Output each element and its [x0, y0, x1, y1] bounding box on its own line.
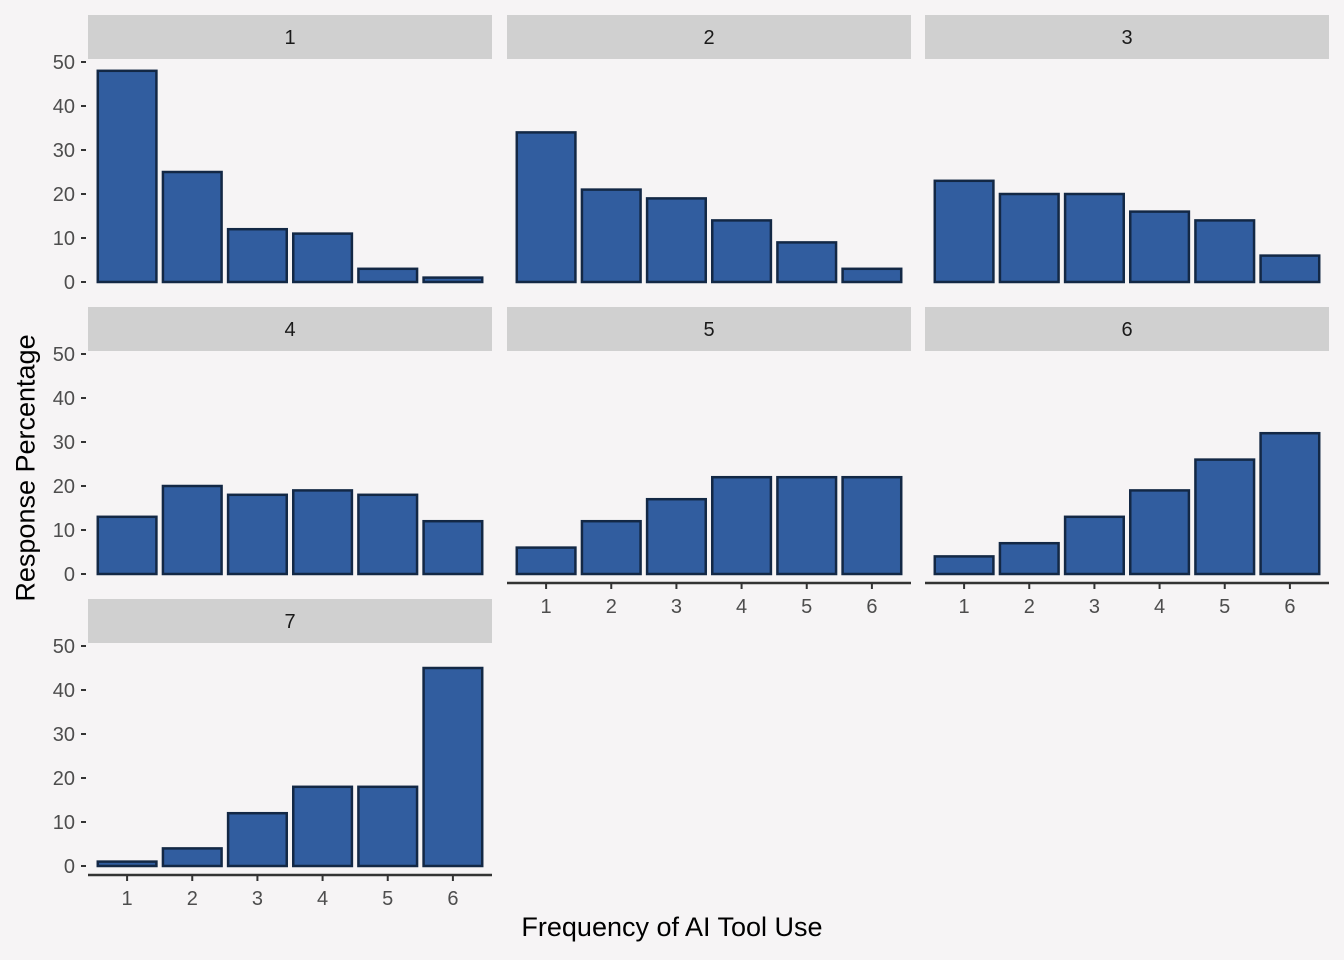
bar-facet1-cat2 — [161, 170, 223, 284]
x-axis-label: Frequency of AI Tool Use — [521, 912, 823, 942]
bar-facet2-cat3 — [645, 197, 707, 284]
facet-strip-7 — [88, 599, 492, 643]
x-tick-label: 3 — [671, 596, 682, 618]
facet-label-4: 4 — [284, 319, 295, 341]
bar-facet7-cat2 — [161, 847, 223, 868]
x-tick-label: 6 — [866, 596, 877, 618]
x-tick-label: 2 — [606, 596, 617, 618]
facet-strip-1 — [88, 15, 492, 59]
bar-facet7-cat4 — [292, 785, 354, 868]
x-tick-label: 4 — [1154, 596, 1165, 618]
bar-facet3-cat4 — [1129, 210, 1191, 284]
facet-label-3: 3 — [1121, 27, 1132, 49]
bar-facet1-cat3 — [226, 227, 288, 284]
y-tick-label: 0 — [64, 272, 75, 294]
bar-facet3-cat6 — [1259, 254, 1321, 284]
bar-facet5-cat1 — [515, 546, 577, 576]
x-tick-label: 5 — [382, 888, 393, 910]
bar-facet2-cat1 — [515, 131, 577, 284]
bar-facet5-cat3 — [645, 497, 707, 576]
facet-label-1: 1 — [284, 27, 295, 49]
y-tick-label: 20 — [53, 476, 75, 498]
x-tick-label: 5 — [801, 596, 812, 618]
bar-facet4-cat2 — [161, 484, 223, 576]
x-tick-label: 6 — [1284, 596, 1295, 618]
facet-strip-6 — [925, 307, 1329, 351]
y-tick-label: 40 — [53, 388, 75, 410]
bar-facet2-cat2 — [580, 188, 642, 284]
bar-facet4-cat3 — [226, 493, 288, 576]
facet-label-7: 7 — [284, 611, 295, 633]
y-tick-label: 40 — [53, 680, 75, 702]
bar-facet1-cat5 — [357, 267, 419, 284]
x-tick-label: 3 — [1089, 596, 1100, 618]
y-tick-label: 20 — [53, 768, 75, 790]
bar-facet5-cat4 — [711, 475, 773, 576]
x-tick-label: 3 — [252, 888, 263, 910]
bar-facet5-cat6 — [841, 475, 903, 576]
bar-facet6-cat5 — [1194, 458, 1256, 576]
bar-facet7-cat5 — [357, 785, 419, 868]
bar-facet6-cat1 — [933, 555, 995, 576]
bar-facet6-cat6 — [1259, 431, 1321, 576]
bar-facet2-cat5 — [776, 241, 838, 284]
y-tick-label: 0 — [64, 856, 75, 878]
bar-facet3-cat5 — [1194, 219, 1256, 284]
facet-strip-3 — [925, 15, 1329, 59]
bar-facet1-cat4 — [292, 232, 354, 284]
x-tick-label: 1 — [122, 888, 133, 910]
bar-facet2-cat6 — [841, 267, 903, 284]
facet-strip-4 — [88, 307, 492, 351]
y-tick-label: 20 — [53, 184, 75, 206]
facet-label-6: 6 — [1121, 319, 1132, 341]
bar-facet3-cat2 — [998, 192, 1060, 284]
bar-facet4-cat6 — [422, 519, 484, 576]
y-axis-label: Response Percentage — [10, 334, 41, 602]
x-tick-label: 4 — [736, 596, 747, 618]
y-tick-label: 10 — [53, 520, 75, 542]
bar-facet5-cat2 — [580, 519, 642, 576]
x-tick-label: 1 — [959, 596, 970, 618]
y-tick-label: 50 — [53, 344, 75, 366]
y-tick-label: 30 — [53, 432, 75, 454]
facet-strip-5 — [507, 307, 911, 351]
x-tick-label: 1 — [541, 596, 552, 618]
x-tick-label: 2 — [187, 888, 198, 910]
y-tick-label: 50 — [53, 636, 75, 658]
x-tick-label: 4 — [317, 888, 328, 910]
facet-label-2: 2 — [703, 27, 714, 49]
x-tick-label: 2 — [1024, 596, 1035, 618]
bar-facet6-cat2 — [998, 541, 1060, 576]
bar-facet1-cat6 — [422, 276, 484, 284]
bar-facet5-cat5 — [776, 475, 838, 576]
x-tick-label: 6 — [447, 888, 458, 910]
facet-strip-2 — [507, 15, 911, 59]
bar-facet4-cat4 — [292, 489, 354, 576]
y-tick-label: 10 — [53, 228, 75, 250]
bar-facet3-cat3 — [1063, 192, 1125, 284]
y-tick-label: 0 — [64, 564, 75, 586]
bar-facet7-cat3 — [226, 811, 288, 868]
bar-facet6-cat3 — [1063, 515, 1125, 576]
bar-facet1-cat1 — [96, 69, 158, 284]
x-tick-label: 5 — [1219, 596, 1230, 618]
y-tick-label: 40 — [53, 96, 75, 118]
facet-label-5: 5 — [703, 319, 714, 341]
bar-facet3-cat1 — [933, 179, 995, 284]
y-tick-label: 50 — [53, 52, 75, 74]
bar-facet2-cat4 — [711, 219, 773, 284]
bar-facet7-cat6 — [422, 666, 484, 868]
bar-facet6-cat4 — [1129, 489, 1191, 576]
y-tick-label: 10 — [53, 812, 75, 834]
bar-facet4-cat5 — [357, 493, 419, 576]
bar-facet7-cat1 — [96, 860, 158, 868]
y-tick-label: 30 — [53, 140, 75, 162]
bar-facet4-cat1 — [96, 515, 158, 576]
y-tick-label: 30 — [53, 724, 75, 746]
